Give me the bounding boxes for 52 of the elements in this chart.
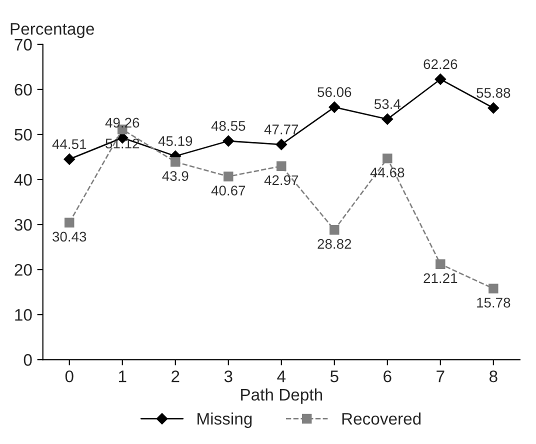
point	[434, 74, 446, 85]
x-axis-title: Path Depth	[241, 388, 322, 404]
point	[436, 259, 446, 269]
point	[170, 157, 180, 167]
y-tick-label: 60	[14, 84, 32, 96]
x-tick-label: 6	[384, 370, 392, 382]
y-tick-label: 20	[14, 264, 32, 276]
legend-label: Recovered	[342, 412, 421, 425]
x-tick-label: 0	[65, 370, 74, 382]
data-label: 30.43	[52, 232, 86, 242]
data-label: 42.97	[264, 175, 298, 186]
data-label: 47.77	[264, 124, 298, 134]
data-label: 48.55	[211, 121, 246, 131]
point	[276, 138, 288, 150]
data-label: 55.88	[476, 88, 510, 98]
data-label: 21.21	[424, 273, 458, 283]
y-tick-label: 10	[15, 309, 32, 321]
data-label: 44.51	[52, 139, 86, 150]
data-label: 28.82	[318, 239, 352, 249]
y-tick-label: 0	[24, 354, 32, 366]
legend-label: Missing	[198, 412, 252, 428]
point	[276, 161, 286, 171]
point	[64, 218, 74, 228]
y-tick-label: 70	[14, 38, 32, 51]
y-tick-label: 50	[14, 128, 32, 141]
x-tick-label: 8	[490, 370, 498, 382]
y-tick-label: 30	[14, 218, 32, 231]
data-label: 53.4	[374, 99, 401, 109]
data-label: 43.9	[162, 171, 188, 181]
data-label: 15.78	[477, 298, 510, 308]
point	[382, 154, 392, 164]
point	[330, 224, 340, 235]
x-tick-label: 4	[277, 370, 286, 382]
data-label: 40.67	[211, 186, 246, 196]
x-tick-label: 5	[330, 370, 338, 382]
data-label: 45.19	[158, 136, 192, 146]
point	[488, 284, 498, 294]
y-tick-label: 40	[14, 174, 32, 186]
x-tick-label: 2	[172, 370, 180, 382]
point	[328, 102, 340, 113]
point	[488, 102, 500, 114]
data-label: 62.26	[424, 59, 458, 70]
point	[222, 135, 234, 147]
point	[64, 154, 75, 165]
point	[382, 114, 394, 125]
data-label: 56.06	[318, 87, 352, 98]
x-tick-label: 3	[224, 370, 232, 382]
x-tick-label: 1	[119, 370, 126, 382]
x-tick-label: 7	[436, 370, 444, 382]
point	[224, 172, 234, 182]
y-axis-title: Percentage	[10, 23, 94, 38]
data-label: 49.26	[105, 118, 140, 128]
